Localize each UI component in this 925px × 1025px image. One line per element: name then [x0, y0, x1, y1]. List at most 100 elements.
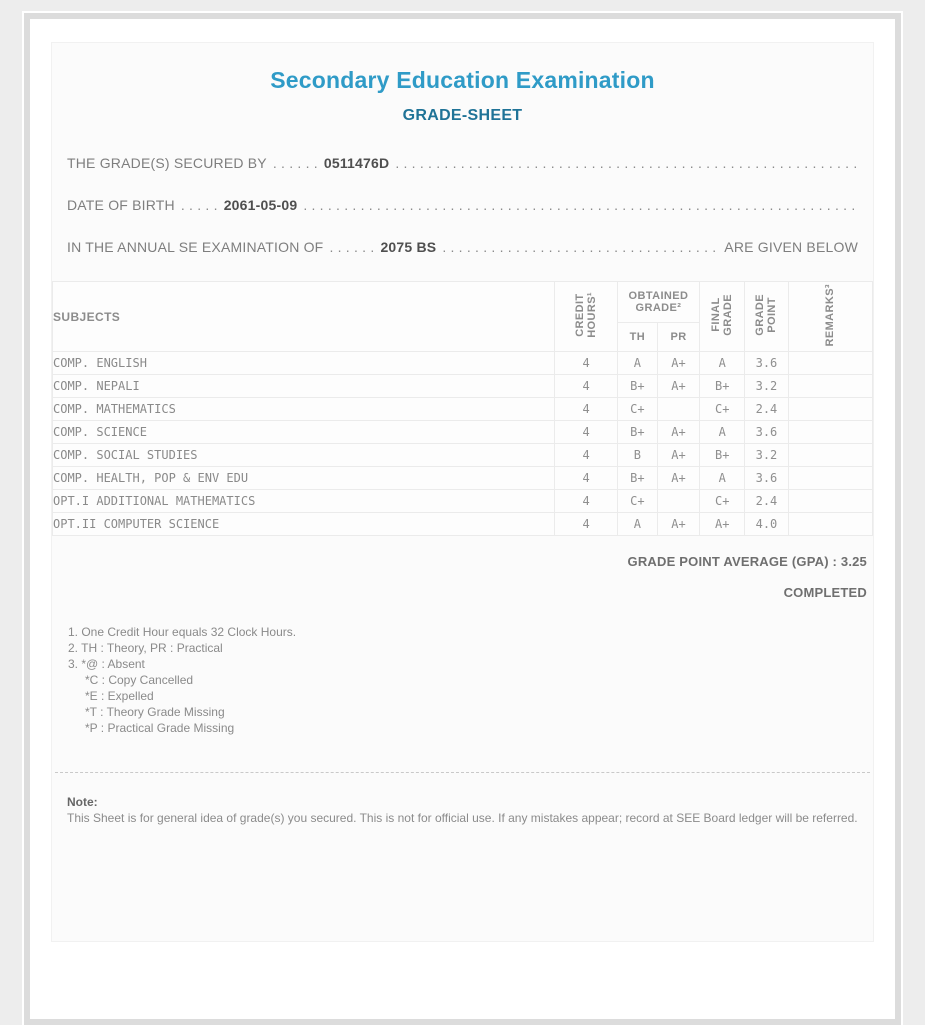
remarks-cell — [787, 351, 874, 376]
pr-grade-cell: A+ — [656, 420, 701, 445]
subject-cell: COMP. SOCIAL STUDIES — [51, 443, 556, 468]
table-row: OPT.I ADDITIONAL MATHEMATICS 4 C+ C+ 2.4 — [51, 489, 874, 514]
gpa-line: GRADE POINT AVERAGE (GPA) : 3.25 — [52, 554, 873, 569]
final-grade-cell: A — [699, 420, 746, 445]
page-subtitle: GRADE-SHEET — [402, 107, 523, 124]
grades-table: SUBJECTS CREDIT HOURS¹ OBTAINED GRADE² F… — [51, 280, 874, 537]
gpa-value: 3.25 — [840, 554, 867, 570]
credit-cell: 4 — [554, 489, 618, 514]
table-row: COMP. ENGLISH 4 A A+ A 3.6 — [51, 351, 874, 376]
remarks-vertical-label: REMARKS³ — [824, 284, 837, 347]
footnote-line: 1. One Credit Hour equals 32 Clock Hours… — [68, 625, 297, 640]
remarks-cell — [787, 512, 874, 537]
remarks-cell — [787, 466, 874, 491]
student-info: THE GRADE(S) SECURED BY . . . . . . 0511… — [52, 155, 873, 255]
grades-table-body: COMP. ENGLISH 4 A A+ A 3.6 COMP. NEPALI … — [51, 351, 874, 537]
subject-cell: COMP. NEPALI — [51, 374, 556, 399]
grade-point-cell: 4.0 — [744, 512, 789, 537]
col-header-credit-hours: CREDIT HOURS¹ — [554, 280, 618, 353]
footnote-line: *T : Theory Grade Missing — [85, 705, 225, 720]
grade-point-cell: 3.6 — [744, 466, 789, 491]
credit-hours-line2: HOURS¹ — [586, 292, 599, 339]
footnote-line: *C : Copy Cancelled — [85, 673, 194, 688]
final-grade-cell: C+ — [699, 397, 746, 422]
note-title: Note: — [67, 795, 98, 810]
pr-grade-cell: A+ — [656, 466, 701, 491]
table-row: OPT.II COMPUTER SCIENCE 4 A A+ A+ 4.0 — [51, 512, 874, 537]
gpa-label: GRADE POINT AVERAGE (GPA) : — [627, 554, 838, 570]
th-grade-cell: B+ — [616, 374, 658, 399]
dot-leader: . . . . . — [180, 197, 218, 213]
col-header-th: TH — [616, 321, 658, 353]
remarks-cell — [787, 443, 874, 468]
table-row: COMP. SCIENCE 4 B+ A+ A 3.6 — [51, 420, 874, 445]
subject-cell: COMP. HEALTH, POP & ENV EDU — [51, 466, 556, 491]
are-given-below-label: ARE GIVEN BELOW — [724, 239, 858, 255]
exam-year-value: 2075 BS — [380, 239, 437, 255]
grade-point-cell: 3.2 — [744, 374, 789, 399]
grade-point-cell: 3.6 — [744, 351, 789, 376]
table-row: COMP. NEPALI 4 B+ A+ B+ 3.2 — [51, 374, 874, 399]
th-grade-cell: C+ — [616, 489, 658, 514]
secured-by-line: THE GRADE(S) SECURED BY . . . . . . 0511… — [67, 155, 858, 171]
final-grade-cell: A+ — [699, 512, 746, 537]
grades-table-header: SUBJECTS CREDIT HOURS¹ OBTAINED GRADE² F… — [51, 280, 874, 353]
exam-label: IN THE ANNUAL SE EXAMINATION OF — [67, 239, 324, 255]
note-text: This Sheet is for general idea of grade(… — [67, 811, 858, 826]
dot-filler: . . . . . . . . . . . . . . . . . . . . … — [303, 197, 856, 213]
th-grade-cell: B+ — [616, 420, 658, 445]
th-grade-cell: A — [616, 351, 658, 376]
col-header-remarks: REMARKS³ — [787, 280, 874, 353]
credit-cell: 4 — [554, 512, 618, 537]
dot-leader: . . . . . . — [272, 155, 318, 171]
pr-grade-cell: A+ — [656, 443, 701, 468]
final-grade-cell: A — [699, 466, 746, 491]
note-section: Note: This Sheet is for general idea of … — [52, 794, 873, 826]
dob-label: DATE OF BIRTH — [67, 197, 175, 213]
col-header-obtained-grade: OBTAINED GRADE² — [616, 281, 701, 323]
credit-hours-line1: CREDIT — [574, 293, 587, 337]
credit-cell: 4 — [554, 351, 618, 376]
table-row: COMP. MATHEMATICS 4 C+ C+ 2.4 — [51, 397, 874, 422]
th-grade-cell: A — [616, 512, 658, 537]
grade-point-cell: 2.4 — [744, 397, 789, 422]
dot-filler: . . . . . . . . . . . . . . . . . . . . … — [395, 155, 858, 171]
credit-hours-vertical-label: CREDIT HOURS¹ — [574, 290, 598, 340]
dob-value: 2061-05-09 — [223, 197, 298, 213]
final-grade-line2: GRADE — [722, 294, 735, 337]
secured-by-label: THE GRADE(S) SECURED BY — [67, 155, 267, 171]
credit-cell: 4 — [554, 466, 618, 491]
remarks-cell — [787, 489, 874, 514]
pr-grade-cell — [656, 397, 701, 422]
remarks-cell — [787, 420, 874, 445]
credit-cell: 4 — [554, 443, 618, 468]
footnote-line: 3. *@ : Absent — [68, 657, 145, 672]
col-header-pr: PR — [656, 321, 701, 353]
final-grade-cell: B+ — [699, 374, 746, 399]
th-grade-cell: B+ — [616, 466, 658, 491]
subject-cell: COMP. MATHEMATICS — [51, 397, 556, 422]
grade-point-cell: 3.2 — [744, 443, 789, 468]
grade-point-line1: GRADE — [754, 294, 767, 337]
page-title: Secondary Education Examination — [270, 67, 655, 93]
footnote-line: *E : Expelled — [85, 689, 154, 704]
dot-filler: . . . . . . . . . . . . . . . . . . . . … — [442, 239, 717, 255]
col-header-final-grade: FINAL GRADE — [699, 280, 746, 353]
pr-grade-cell: A+ — [656, 374, 701, 399]
pr-grade-cell: A+ — [656, 512, 701, 537]
pr-grade-cell — [656, 489, 701, 514]
grade-point-vertical-label: GRADE POINT — [754, 292, 778, 338]
th-grade-cell: C+ — [616, 397, 658, 422]
credit-cell: 4 — [554, 374, 618, 399]
remarks-cell — [787, 397, 874, 422]
symbol-number-value: 0511476D — [323, 155, 390, 171]
gradesheet-card: Secondary Education Examination GRADE-SH… — [24, 13, 901, 1025]
footnote-line: 2. TH : Theory, PR : Practical — [68, 641, 223, 656]
final-grade-cell: C+ — [699, 489, 746, 514]
grade-point-cell: 3.6 — [744, 420, 789, 445]
grade-point-cell: 2.4 — [744, 489, 789, 514]
footnote-line: *P : Practical Grade Missing — [85, 721, 235, 736]
subject-cell: COMP. ENGLISH — [51, 351, 556, 376]
gradesheet-panel: Secondary Education Examination GRADE-SH… — [51, 42, 874, 942]
th-grade-cell: B — [616, 443, 658, 468]
